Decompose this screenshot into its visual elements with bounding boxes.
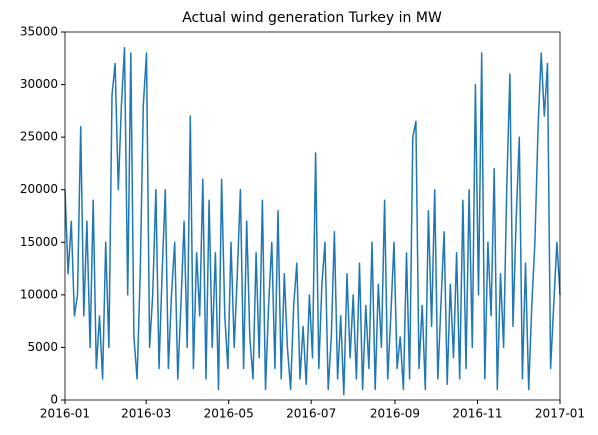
- y-tick-label: 20000: [20, 182, 58, 196]
- x-tick-label: 2016-03: [121, 407, 171, 421]
- line-series: [64, 47, 561, 396]
- x-tick-label: 2016-11: [452, 407, 502, 421]
- chart-title: Actual wind generation Turkey in MW: [182, 10, 442, 26]
- x-tick-label: 2016-01: [40, 407, 90, 421]
- y-tick-label: 5000: [27, 340, 58, 354]
- y-tick-label: 0: [50, 393, 58, 407]
- y-tick-label: 10000: [20, 287, 58, 301]
- y-tick-label: 15000: [20, 235, 58, 249]
- x-tick-label: 2017-01: [535, 407, 585, 421]
- y-tick-label: 35000: [20, 25, 58, 39]
- plot-frame: [64, 31, 561, 401]
- y-tick-label: 30000: [20, 77, 58, 91]
- x-tick-label: 2016-09: [370, 407, 420, 421]
- x-tick-label: 2016-07: [286, 407, 336, 421]
- y-tick-label: 25000: [20, 130, 58, 144]
- x-tick-label: 2016-05: [204, 407, 254, 421]
